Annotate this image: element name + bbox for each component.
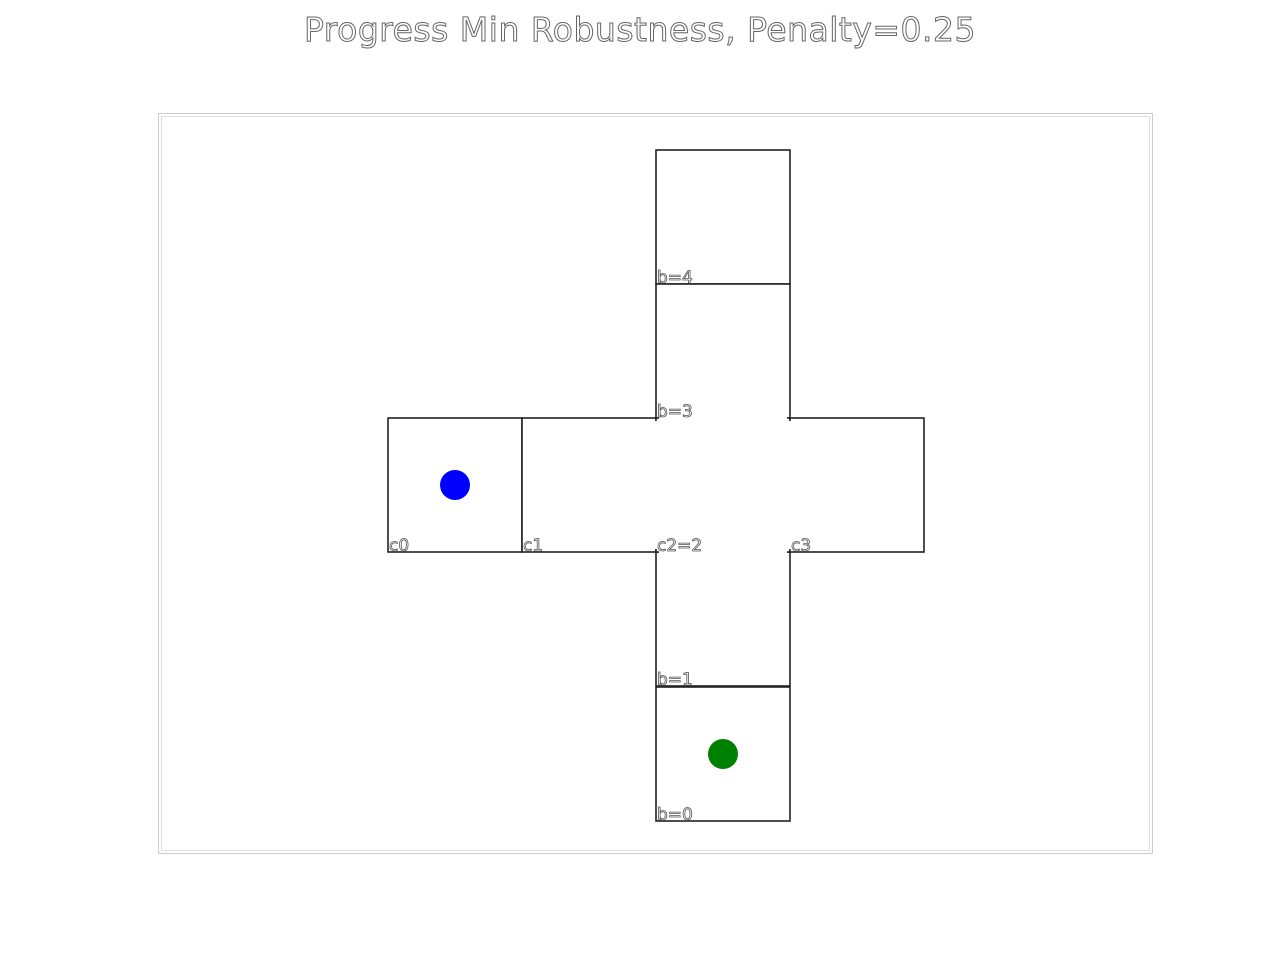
cell-label-b3: b=3 <box>657 402 693 422</box>
cell-b4 <box>655 149 791 285</box>
cell-label-c3: c3 <box>791 536 811 556</box>
cell-label-b4: b=4 <box>657 268 693 288</box>
cell-label-c2: c2=2 <box>657 536 702 556</box>
cell-label-c1: c1 <box>523 536 543 556</box>
cell-label-b0: b=0 <box>657 805 693 825</box>
cell-label-c0: c0 <box>389 536 409 556</box>
plot-frame <box>158 113 1153 854</box>
green-agent <box>708 739 738 769</box>
cell-c1 <box>521 417 657 553</box>
agents <box>440 470 738 769</box>
cell-labels: c0 c1 c2=2 c3 b=0 b=1 b=3 b=4 <box>389 268 812 826</box>
blue-agent <box>440 470 470 500</box>
cell-c2 <box>655 417 791 553</box>
cell-b1 <box>655 551 791 687</box>
cell-label-b1: b=1 <box>657 670 693 690</box>
figure-title: Progress Min Robustness, Penalty=0.25 <box>303 10 976 50</box>
cell-c3 <box>789 417 925 553</box>
cell-b3 <box>655 283 791 419</box>
grid-cells <box>387 149 925 822</box>
